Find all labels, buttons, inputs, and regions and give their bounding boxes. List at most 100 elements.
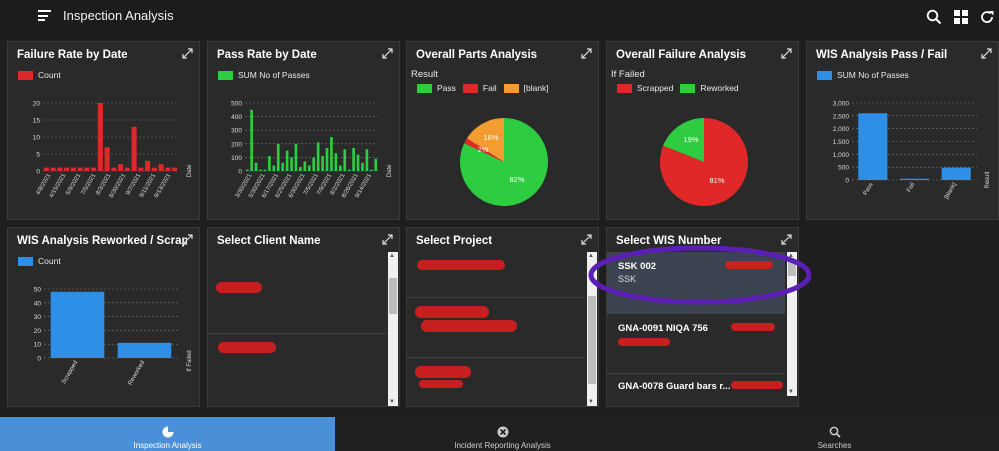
item-title: GNA-0091 NIQA 756 bbox=[618, 323, 708, 334]
bar bbox=[299, 166, 302, 171]
list-item[interactable]: GNA-0078 Guard bars r... bbox=[607, 374, 785, 408]
scroll-thumb[interactable] bbox=[389, 278, 397, 314]
list-item[interactable] bbox=[208, 334, 386, 408]
failure-rate-card: Failure Rate by Date Count 0 5 10 15 20 4/8/2… bbox=[7, 41, 200, 220]
card-title: WIS Analysis Pass / Fail bbox=[816, 49, 948, 61]
expand-icon[interactable] bbox=[981, 48, 992, 59]
y-tick-label: 0 bbox=[37, 356, 41, 363]
legend-swatch bbox=[817, 70, 832, 80]
tab-label: Incident Reporting Analysis bbox=[454, 441, 551, 450]
x-tick-label: Reworked bbox=[128, 360, 147, 386]
scroll-down-icon[interactable]: ▼ bbox=[788, 389, 794, 395]
bar bbox=[57, 167, 63, 171]
failure-rate-chart: 051015204/8/20214/15/20215/9/20217/5/202… bbox=[33, 101, 193, 200]
search-icon[interactable] bbox=[926, 9, 942, 25]
expand-icon[interactable] bbox=[382, 48, 393, 59]
scroll-down-icon[interactable]: ▼ bbox=[588, 399, 594, 405]
pie-slice bbox=[466, 118, 504, 162]
bar bbox=[303, 161, 307, 171]
expand-icon[interactable] bbox=[781, 234, 792, 245]
bar bbox=[330, 137, 333, 171]
expand-icon[interactable] bbox=[182, 48, 193, 59]
y-tick-label: 1,500 bbox=[833, 139, 850, 146]
y-tick-label: 40 bbox=[34, 300, 42, 307]
expand-icon[interactable] bbox=[182, 234, 193, 245]
y-tick-label: 10 bbox=[33, 135, 41, 142]
tab-searches[interactable]: Searches bbox=[670, 417, 999, 451]
bar bbox=[374, 158, 378, 171]
menu-icon[interactable] bbox=[38, 10, 51, 21]
grid-view-icon[interactable] bbox=[953, 9, 969, 25]
y-tick-label: 400 bbox=[231, 114, 242, 121]
legend-swatch bbox=[462, 83, 478, 93]
refresh-icon[interactable] bbox=[979, 9, 995, 25]
card-title: Failure Rate by Date bbox=[17, 49, 128, 61]
scroll-up-icon[interactable]: ▲ bbox=[588, 253, 594, 259]
x-tick-label: [blank] bbox=[944, 182, 958, 201]
card-title: Overall Parts Analysis bbox=[416, 49, 538, 61]
bar bbox=[290, 157, 293, 171]
pie-data-label: 19% bbox=[683, 135, 698, 144]
bar bbox=[285, 150, 289, 171]
item-title: SSK 002 bbox=[618, 261, 657, 272]
expand-icon[interactable] bbox=[581, 234, 592, 245]
y-tick-label: 30 bbox=[34, 314, 42, 321]
y-tick-label: 100 bbox=[231, 155, 242, 162]
list-item[interactable]: GNA-0091 NIQA 756 bbox=[607, 314, 785, 374]
y-tick-label: 20 bbox=[33, 101, 41, 108]
bar bbox=[321, 156, 324, 171]
bar bbox=[97, 103, 103, 171]
scrollbar[interactable]: ▲ ▼ bbox=[787, 252, 797, 396]
y-tick-label: 2,500 bbox=[833, 113, 850, 120]
y-tick-label: 50 bbox=[34, 287, 42, 294]
bar bbox=[64, 167, 70, 171]
bar bbox=[263, 169, 267, 171]
bar bbox=[151, 167, 157, 171]
tab-incident-reporting[interactable]: Incident Reporting Analysis bbox=[335, 417, 670, 451]
expand-icon[interactable] bbox=[581, 48, 592, 59]
redacted-text bbox=[725, 261, 773, 269]
card-title: Select Project bbox=[416, 235, 493, 247]
parts-analysis-card: Overall Parts Analysis Result Pass Fail … bbox=[406, 41, 599, 220]
x-axis-label: If Failed bbox=[187, 350, 193, 371]
bar bbox=[281, 162, 285, 171]
legend-label: Reworked bbox=[700, 83, 739, 93]
card-title: Select Client Name bbox=[217, 235, 321, 247]
bar bbox=[259, 169, 262, 171]
redacted-text bbox=[421, 320, 517, 332]
wis-pass-fail-chart: 0 500 1,000 1,500 2,000 2,500 3,000 Pass Fail [bl… bbox=[833, 101, 991, 201]
redacted-text bbox=[218, 342, 276, 353]
bar bbox=[334, 153, 338, 171]
scroll-thumb[interactable] bbox=[588, 296, 596, 384]
scroll-up-icon[interactable]: ▲ bbox=[788, 253, 794, 259]
expand-icon[interactable] bbox=[781, 48, 792, 59]
card-title: Pass Rate by Date bbox=[217, 49, 317, 61]
list-item[interactable] bbox=[407, 358, 585, 408]
expand-icon[interactable] bbox=[382, 234, 393, 245]
scrollbar[interactable]: ▲ ▼ bbox=[587, 252, 597, 406]
legend-label: Count bbox=[38, 70, 61, 80]
wis-reworked-scrapped-card: WIS Analysis Reworked / Scrapp... Count … bbox=[7, 227, 200, 407]
y-tick-label: 0 bbox=[845, 178, 849, 185]
bar bbox=[245, 169, 249, 171]
search-icon bbox=[829, 426, 841, 438]
card-title: Overall Failure Analysis bbox=[616, 49, 746, 61]
bar bbox=[250, 109, 253, 171]
list-item[interactable] bbox=[407, 298, 585, 358]
scroll-up-icon[interactable]: ▲ bbox=[389, 253, 395, 259]
bar bbox=[50, 291, 105, 358]
scrollbar[interactable]: ▲ ▼ bbox=[388, 252, 398, 406]
tab-label: Searches bbox=[817, 441, 852, 450]
legend: Scrapped Reworked bbox=[617, 83, 739, 93]
scroll-down-icon[interactable]: ▼ bbox=[389, 399, 395, 405]
redacted-text bbox=[415, 306, 489, 318]
tab-inspection-analysis[interactable]: Inspection Analysis bbox=[0, 417, 335, 451]
pie-data-label: 2% bbox=[478, 145, 489, 154]
list-item[interactable] bbox=[208, 252, 386, 334]
list-item[interactable] bbox=[407, 252, 585, 298]
bar bbox=[276, 143, 280, 171]
bar bbox=[104, 147, 110, 171]
client-name-slicer: Select Client Name ▲ ▼ bbox=[207, 227, 400, 407]
legend-swatch bbox=[417, 83, 432, 93]
scroll-thumb[interactable] bbox=[788, 262, 796, 276]
